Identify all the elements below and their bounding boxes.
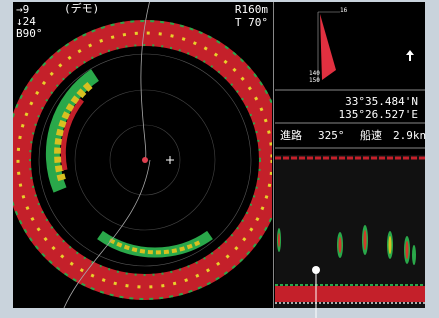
fish-echo — [339, 237, 342, 253]
compass-label: 150 — [309, 77, 320, 84]
seabed — [275, 286, 425, 302]
longitude: 135°26.527'E — [339, 108, 418, 121]
range: R160m — [235, 3, 268, 16]
mode: (デモ) — [64, 1, 99, 15]
fish-echo — [389, 236, 392, 254]
fish-echo — [278, 233, 280, 247]
bearing: B90° — [16, 27, 43, 40]
tilt: T 70° — [235, 16, 268, 29]
page: →9 ↓24 B90° (デモ) R160m T 70° 16 140 150 … — [0, 0, 439, 318]
speed: 2.9kn — [393, 129, 426, 142]
course-label: 進路 — [280, 129, 302, 142]
sonar-screen: →9 ↓24 B90° (デモ) R160m T 70° 16 140 150 … — [0, 0, 439, 318]
compass-label: 16 — [340, 7, 348, 14]
fish-echo — [406, 241, 409, 259]
latitude: 33°35.484'N — [345, 95, 418, 108]
compass-label: 140 — [309, 70, 320, 77]
speed-label: 船速 — [360, 128, 382, 142]
fish-echo — [364, 230, 367, 250]
fish-echo — [412, 245, 416, 265]
echogram — [275, 155, 425, 308]
cursor-dot — [312, 266, 320, 274]
own-ship — [142, 157, 148, 163]
course: 325° — [318, 129, 345, 142]
